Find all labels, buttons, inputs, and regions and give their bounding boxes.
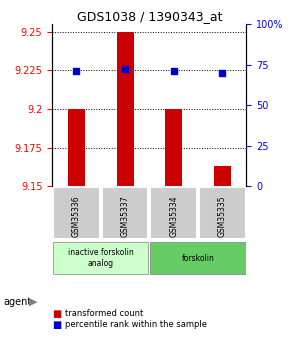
FancyBboxPatch shape bbox=[150, 242, 246, 274]
FancyBboxPatch shape bbox=[199, 187, 246, 239]
Point bbox=[220, 70, 224, 76]
Title: GDS1038 / 1390343_at: GDS1038 / 1390343_at bbox=[77, 10, 222, 23]
Text: GSM35337: GSM35337 bbox=[121, 196, 130, 237]
Text: inactive forskolin
analog: inactive forskolin analog bbox=[68, 248, 134, 268]
Bar bbox=[68, 109, 85, 186]
Bar bbox=[117, 32, 134, 186]
Text: percentile rank within the sample: percentile rank within the sample bbox=[65, 321, 207, 329]
Bar bbox=[165, 109, 182, 186]
Point bbox=[74, 68, 79, 74]
FancyBboxPatch shape bbox=[53, 187, 100, 239]
Point bbox=[171, 68, 176, 74]
Text: GSM35336: GSM35336 bbox=[72, 196, 81, 237]
Point bbox=[123, 67, 127, 72]
FancyBboxPatch shape bbox=[150, 187, 197, 239]
Text: ■: ■ bbox=[52, 309, 61, 319]
Text: ▶: ▶ bbox=[29, 297, 37, 307]
Text: agent: agent bbox=[3, 297, 31, 307]
FancyBboxPatch shape bbox=[102, 187, 148, 239]
Text: GSM35335: GSM35335 bbox=[218, 196, 227, 237]
Text: ■: ■ bbox=[52, 320, 61, 330]
FancyBboxPatch shape bbox=[53, 242, 148, 274]
Text: GSM35334: GSM35334 bbox=[169, 196, 178, 237]
Bar bbox=[214, 166, 231, 186]
Text: transformed count: transformed count bbox=[65, 309, 144, 318]
Text: forskolin: forskolin bbox=[182, 254, 214, 263]
